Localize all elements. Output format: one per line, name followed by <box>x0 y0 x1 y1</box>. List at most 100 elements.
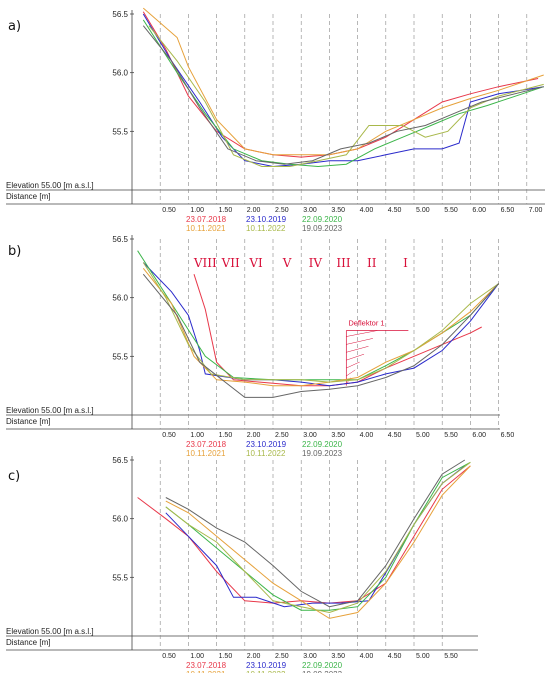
legend-entry: 10.11.2021 <box>186 449 226 458</box>
legend-entry: 19.09.2023 <box>302 449 343 458</box>
panel-2: b) 56.5 56.0 55.5 Elevation 55.00 [m a.s.l.]… <box>6 235 514 458</box>
x-tick-label: 5.50 <box>444 653 458 660</box>
x-tick-label: 1.50 <box>219 207 233 214</box>
elevation-label: Elevation 55.00 [m a.s.l.] <box>6 181 94 190</box>
profile-label: VII <box>221 256 240 270</box>
series-line-23.07.2018 <box>137 465 471 604</box>
deflector-label: Deflektor 1 <box>348 319 384 328</box>
x-tick-label: 6.00 <box>472 432 486 439</box>
series-line-23.10.2019 <box>142 262 499 387</box>
x-tick-label: 4.00 <box>360 653 374 660</box>
x-tick-label: 5.00 <box>416 653 430 660</box>
panel-3: c) 56.5 56.0 55.5 Elevation 55.00 [m a.s.l.]… <box>6 456 478 673</box>
distance-label: Distance [m] <box>6 417 50 426</box>
legend-entry: 23.07.2018 <box>186 440 227 449</box>
y-tick-label: 55.5 <box>112 352 128 361</box>
legend-entry: 10.11.2022 <box>246 224 286 233</box>
profile-label: I <box>403 256 408 270</box>
x-tick-label: 3.50 <box>331 432 345 439</box>
series-line-10.11.2021 <box>165 465 471 619</box>
legend-entry: 23.10.2019 <box>246 440 287 449</box>
series-line-23.07.2018 <box>193 274 482 387</box>
x-tick-label: 7.00 <box>529 207 543 214</box>
legend-entry: 19.09.2023 <box>302 670 343 673</box>
x-tick-label: 0.50 <box>162 207 176 214</box>
x-tick-label: 3.00 <box>303 653 317 660</box>
series-line-22.09.2020 <box>142 19 544 168</box>
legend-entry: 23.10.2019 <box>246 215 287 224</box>
legend-entry: 23.07.2018 <box>186 661 227 670</box>
series-line-22.09.2020 <box>137 250 499 381</box>
distance-label: Distance [m] <box>6 638 50 647</box>
y-tick-label: 56.0 <box>112 294 128 303</box>
y-tick-label: 55.5 <box>112 573 128 582</box>
y-tick-label: 56.0 <box>112 69 128 78</box>
x-tick-label: 1.00 <box>190 207 204 214</box>
panel-letter: b) <box>8 244 21 259</box>
x-tick-label: 2.00 <box>247 653 261 660</box>
series-line-23.10.2019 <box>142 13 544 168</box>
elevation-label: Elevation 55.00 [m a.s.l.] <box>6 627 94 636</box>
legend-entry: 23.10.2019 <box>246 661 287 670</box>
x-tick-label: 1.00 <box>190 653 204 660</box>
legend-entry: 22.09.2020 <box>302 661 343 670</box>
profile-label: IV <box>309 256 323 270</box>
y-tick-label: 56.5 <box>112 456 128 465</box>
series-line-10.11.2022 <box>148 25 544 167</box>
legend: 23.07.2018 23.10.2019 22.09.2020 10.11.2021… <box>186 215 343 233</box>
x-tick-label: 5.00 <box>416 207 430 214</box>
series-line-10.11.2022 <box>142 262 499 383</box>
legend-entry: 22.09.2020 <box>302 215 343 224</box>
x-tick-label: 6.50 <box>501 432 515 439</box>
x-tick-label: 0.50 <box>162 432 176 439</box>
x-tick-label: 4.00 <box>360 207 374 214</box>
x-tick-label: 2.50 <box>275 653 289 660</box>
x-tick-label: 4.50 <box>388 207 402 214</box>
legend-entry: 22.09.2020 <box>302 440 343 449</box>
series-line-10.11.2021 <box>142 267 499 387</box>
y-tick-label: 56.5 <box>112 235 128 244</box>
x-tick-label: 2.50 <box>275 432 289 439</box>
x-tick-label: 2.00 <box>247 432 261 439</box>
x-tick-label: 3.00 <box>303 432 317 439</box>
legend-entry: 10.11.2022 <box>246 449 286 458</box>
series-line-19.09.2023 <box>165 459 466 608</box>
x-tick-label: 3.50 <box>331 653 345 660</box>
x-tick-label: 1.50 <box>219 653 233 660</box>
x-tick-label: 3.00 <box>303 207 317 214</box>
series-line-10.11.2022 <box>165 461 471 614</box>
panel-letter: c) <box>8 469 20 484</box>
x-tick-label: 3.50 <box>331 207 345 214</box>
profile-label: VI <box>248 256 263 270</box>
panel-1: a) 56.5 56.0 55.5 Elevation 55.00 [m a.s.l.]… <box>6 7 545 233</box>
legend: 23.07.2018 23.10.2019 22.09.2020 10.11.2021… <box>186 440 343 458</box>
series-line-10.11.2021 <box>142 7 544 156</box>
x-tick-label: 4.50 <box>388 432 402 439</box>
y-tick-label: 56.5 <box>112 10 128 19</box>
y-tick-label: 56.0 <box>112 515 128 524</box>
x-tick-label: 5.50 <box>444 207 458 214</box>
series-line-23.07.2018 <box>142 11 539 158</box>
series-line-22.09.2020 <box>165 461 471 611</box>
legend-entry: 10.11.2021 <box>186 670 226 673</box>
profile-label: III <box>336 256 350 270</box>
y-tick-label: 55.5 <box>112 127 128 136</box>
x-tick-label: 2.00 <box>247 207 261 214</box>
profile-label: V <box>282 256 292 270</box>
x-tick-label: 5.00 <box>416 432 430 439</box>
x-tick-label: 4.00 <box>360 432 374 439</box>
legend: 23.07.2018 23.10.2019 22.09.2020 10.11.2021… <box>186 661 343 673</box>
x-tick-label: 6.50 <box>501 207 515 214</box>
x-tick-label: 6.00 <box>472 207 486 214</box>
series-line-19.09.2023 <box>142 273 499 398</box>
legend-entry: 10.11.2022 <box>246 670 286 673</box>
profile-label: II <box>367 256 377 270</box>
x-tick-label: 2.50 <box>275 207 289 214</box>
x-tick-label: 4.50 <box>388 653 402 660</box>
legend-entry: 23.07.2018 <box>186 215 227 224</box>
panel-letter: a) <box>8 19 21 34</box>
series-line-23.10.2019 <box>165 465 466 608</box>
series-line-19.09.2023 <box>142 25 544 165</box>
legend-entry: 10.11.2021 <box>186 224 226 233</box>
